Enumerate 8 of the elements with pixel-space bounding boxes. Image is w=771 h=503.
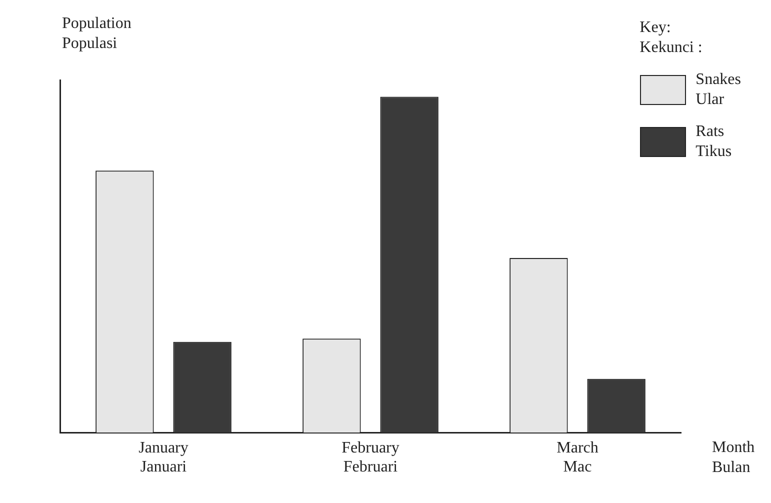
x-tick-label: February Februari: [342, 439, 400, 476]
x-axis-title: Month Bulan: [712, 439, 755, 476]
legend-title: Key: Kekunci :: [640, 19, 702, 56]
legend-label: Snakes Ular: [696, 71, 741, 108]
x-tick-label: March Mac: [556, 439, 598, 476]
legend-label: Rats Tikus: [696, 123, 732, 160]
y-axis-title: Population Populasi: [62, 15, 132, 52]
x-tick-label: January Januari: [138, 439, 188, 476]
